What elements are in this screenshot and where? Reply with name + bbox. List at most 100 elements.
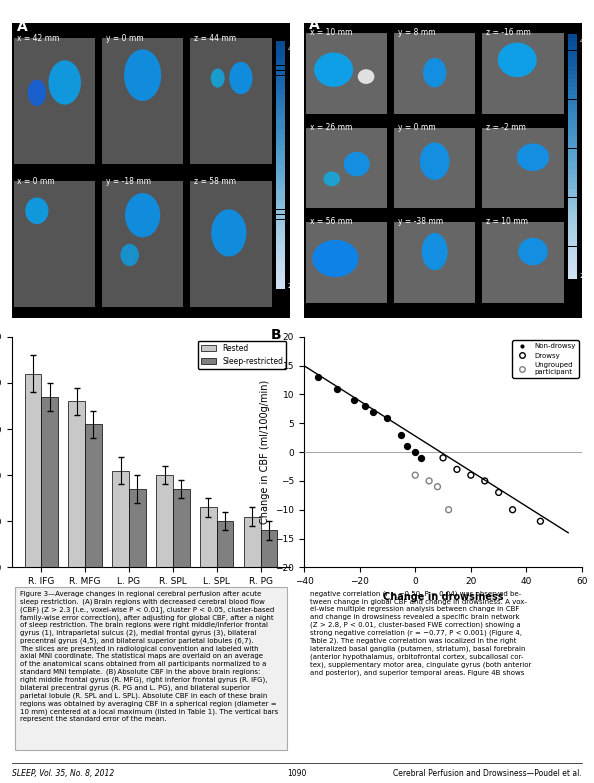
FancyBboxPatch shape [190, 182, 271, 307]
Bar [568, 169, 577, 173]
Bar [568, 214, 577, 218]
Text: A: A [309, 18, 320, 32]
Bar [568, 75, 577, 79]
Bar [276, 225, 285, 229]
Ellipse shape [518, 238, 548, 265]
Text: x = 56 mm: x = 56 mm [309, 217, 352, 226]
Bar [24, 373, 41, 659]
Bar [276, 185, 285, 189]
Bar [568, 99, 577, 103]
Bar [276, 279, 285, 284]
Bar [276, 110, 285, 115]
Bar [276, 115, 285, 120]
Bar [568, 226, 577, 230]
FancyBboxPatch shape [394, 222, 475, 303]
Ellipse shape [323, 171, 340, 186]
Non-drowsy [313, 371, 323, 384]
Bar [276, 56, 285, 60]
Bar [276, 45, 285, 51]
Bar [568, 46, 577, 50]
Non-drowsy [369, 406, 378, 418]
Text: y = -38 mm: y = -38 mm [397, 217, 443, 226]
Bar [568, 251, 577, 254]
Bar [276, 70, 285, 75]
Bar [276, 254, 285, 259]
Bar [568, 87, 577, 92]
Bar [276, 249, 285, 254]
Ellipse shape [26, 197, 49, 224]
Bar [261, 530, 277, 659]
Bar [276, 135, 285, 140]
FancyBboxPatch shape [394, 34, 475, 114]
Bar [568, 128, 577, 132]
Drowsy [438, 452, 448, 464]
Non-drowsy [402, 440, 412, 453]
Bar [568, 193, 577, 197]
FancyBboxPatch shape [394, 128, 475, 208]
Bar [568, 120, 577, 124]
Bar [276, 130, 285, 135]
Ellipse shape [498, 42, 537, 77]
Bar [568, 243, 577, 247]
Bar [568, 153, 577, 157]
Ellipse shape [517, 143, 549, 171]
Text: SLEEP, Vol. 35, No. 8, 2012: SLEEP, Vol. 35, No. 8, 2012 [12, 769, 114, 778]
Bar [568, 201, 577, 206]
FancyBboxPatch shape [14, 182, 95, 307]
Bar [568, 140, 577, 144]
Ungrouped
participant [410, 469, 420, 482]
Bar [276, 244, 285, 249]
Bar [568, 149, 577, 153]
Bar [568, 247, 577, 251]
Bar [568, 222, 577, 226]
Bar [568, 51, 577, 55]
Bar [276, 41, 285, 45]
Drowsy [536, 515, 545, 528]
Bar [568, 34, 577, 38]
Bar [568, 144, 577, 149]
Ungrouped
participant [444, 503, 453, 516]
Bar [276, 274, 285, 279]
Bar [568, 124, 577, 128]
Text: y = 8 mm: y = 8 mm [397, 28, 435, 38]
Bar [173, 489, 189, 659]
Ungrouped
participant [432, 481, 442, 493]
Non-drowsy [397, 428, 406, 441]
Bar [568, 96, 577, 99]
Text: 4.0: 4.0 [579, 38, 590, 44]
Bar [568, 230, 577, 234]
Drowsy [480, 474, 489, 487]
Ellipse shape [422, 233, 448, 270]
Bar [276, 180, 285, 185]
Bar [276, 85, 285, 90]
FancyBboxPatch shape [306, 34, 387, 114]
Bar [276, 170, 285, 175]
Text: y = 0 mm: y = 0 mm [106, 34, 143, 43]
Bar [568, 181, 577, 186]
FancyBboxPatch shape [306, 222, 387, 303]
Bar [568, 116, 577, 120]
FancyBboxPatch shape [14, 38, 95, 164]
Non-drowsy [383, 411, 392, 424]
Text: z = 58 mm: z = 58 mm [194, 177, 236, 186]
FancyBboxPatch shape [482, 34, 564, 114]
Bar [276, 81, 285, 85]
Legend: Rested, Sleep-restricted: Rested, Sleep-restricted [198, 341, 286, 369]
Bar [41, 397, 58, 659]
Bar [276, 150, 285, 155]
Bar [276, 200, 285, 204]
Bar [276, 264, 285, 269]
Bar [568, 103, 577, 107]
Bar [276, 105, 285, 110]
Bar [568, 71, 577, 75]
Bar [276, 219, 285, 225]
Bar [200, 507, 217, 659]
Bar [276, 195, 285, 200]
Ellipse shape [211, 68, 225, 88]
Ellipse shape [125, 193, 160, 237]
X-axis label: Brain region: Brain region [117, 592, 185, 601]
Bar [276, 175, 285, 180]
Text: x = 10 mm: x = 10 mm [309, 28, 352, 38]
Bar [217, 521, 233, 659]
Text: negative correlation (r = −0.50, P = 0.04) was observed be-
tween change in glob: negative correlation (r = −0.50, P = 0.0… [309, 590, 531, 676]
